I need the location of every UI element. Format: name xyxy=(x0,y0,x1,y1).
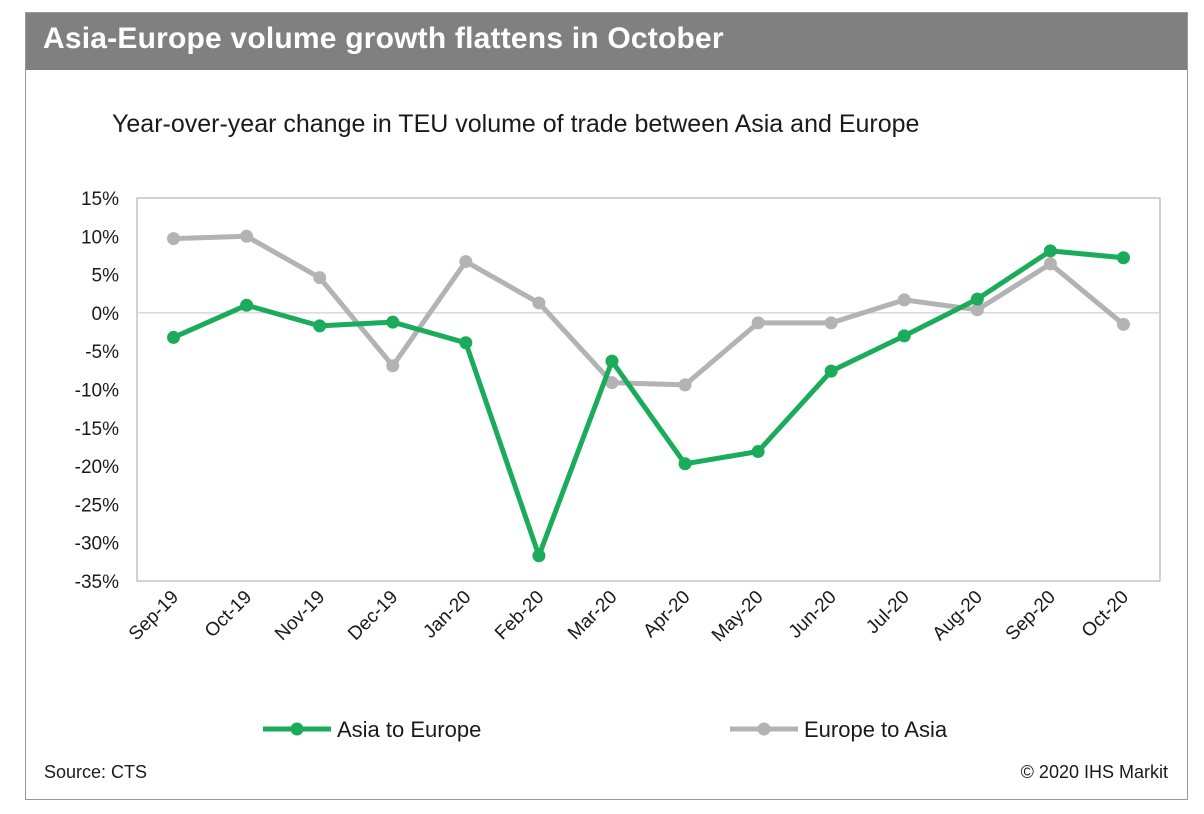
y-tick-label: 0% xyxy=(92,304,120,325)
data-point-asia-to-europe xyxy=(1043,244,1057,258)
data-point-asia-to-europe xyxy=(970,292,984,306)
y-tick-label: 5% xyxy=(92,266,120,287)
data-point-asia-to-europe xyxy=(313,319,327,333)
y-tick-label: -15% xyxy=(75,419,119,440)
y-tick-label: -10% xyxy=(75,381,119,402)
data-point-asia-to-europe xyxy=(678,457,692,471)
data-point-asia-to-europe xyxy=(1116,251,1130,265)
data-point-asia-to-europe xyxy=(897,329,911,343)
series-line-asia-to-europe xyxy=(171,248,1126,559)
data-point-europe-to-asia xyxy=(459,255,473,269)
data-point-asia-to-europe xyxy=(532,549,546,563)
data-point-europe-to-asia xyxy=(1043,257,1057,271)
x-tick-label: Nov-19 xyxy=(271,587,329,645)
x-tick-label: Feb-20 xyxy=(491,587,548,644)
source-note: Source: CTS xyxy=(44,762,148,782)
x-tick-label: Sep-19 xyxy=(125,587,183,645)
data-point-asia-to-europe xyxy=(386,315,400,329)
x-tick-label: Oct-20 xyxy=(1078,587,1133,642)
y-tick-label: -35% xyxy=(75,572,119,593)
header-title: Asia-Europe volume growth flattens in Oc… xyxy=(43,22,724,55)
x-tick-label: Oct-19 xyxy=(201,587,256,642)
series-line-europe-to-asia xyxy=(171,233,1126,388)
x-tick-label: May-20 xyxy=(708,587,768,647)
data-point-asia-to-europe xyxy=(240,298,254,312)
data-point-europe-to-asia xyxy=(532,296,546,310)
x-tick-label: Jan-20 xyxy=(419,587,475,643)
legend-marker-europe-to-asia xyxy=(757,722,771,736)
y-tick-label: -30% xyxy=(75,534,119,555)
x-tick-label: Jul-20 xyxy=(862,587,913,638)
data-point-europe-to-asia xyxy=(386,359,400,373)
data-point-asia-to-europe xyxy=(751,445,765,459)
data-point-europe-to-asia xyxy=(824,316,838,330)
data-point-europe-to-asia xyxy=(167,232,181,246)
data-point-europe-to-asia xyxy=(1116,317,1130,331)
data-point-europe-to-asia xyxy=(605,376,619,390)
data-point-europe-to-asia xyxy=(751,316,765,330)
data-point-europe-to-asia xyxy=(970,303,984,317)
x-tick-label: Sep-20 xyxy=(1002,587,1060,645)
data-point-europe-to-asia xyxy=(240,229,254,243)
x-tick-label: Jun-20 xyxy=(785,587,841,643)
data-point-asia-to-europe xyxy=(824,364,838,378)
chart-title: Year-over-year change in TEU volume of t… xyxy=(112,110,920,138)
x-tick-label: Mar-20 xyxy=(564,587,621,644)
data-point-europe-to-asia xyxy=(313,271,327,285)
x-tick-label: Dec-19 xyxy=(344,587,402,645)
data-point-asia-to-europe xyxy=(605,354,619,368)
y-tick-label: -5% xyxy=(85,342,119,363)
y-tick-label: 15% xyxy=(81,189,119,210)
y-tick-label: 10% xyxy=(81,227,119,248)
copyright-note: © 2020 IHS Markit xyxy=(1020,762,1168,782)
legend-label-asia-to-europe: Asia to Europe xyxy=(337,717,481,742)
chart-frame: Asia-Europe volume growth flattens in Oc… xyxy=(25,12,1188,800)
x-tick-label: Aug-20 xyxy=(929,587,987,645)
x-tick-label: Apr-20 xyxy=(639,587,694,642)
data-point-europe-to-asia xyxy=(678,378,692,392)
y-tick-label: -20% xyxy=(75,457,119,478)
legend-marker-asia-to-europe xyxy=(290,722,304,736)
data-point-europe-to-asia xyxy=(897,293,911,307)
data-point-asia-to-europe xyxy=(167,330,181,344)
header-bar: Asia-Europe volume growth flattens in Oc… xyxy=(26,13,1187,70)
data-point-asia-to-europe xyxy=(459,336,473,350)
plot-area xyxy=(136,197,1161,582)
legend-label-europe-to-asia: Europe to Asia xyxy=(804,717,948,742)
y-tick-label: -25% xyxy=(75,495,119,516)
